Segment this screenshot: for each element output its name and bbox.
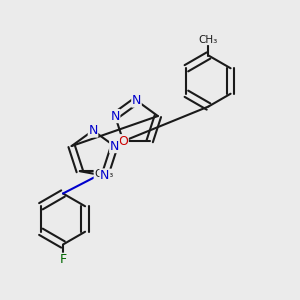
Text: N: N — [100, 169, 110, 182]
Text: CH₃: CH₃ — [199, 34, 218, 45]
Text: N: N — [88, 124, 98, 137]
Text: O: O — [118, 135, 128, 148]
Text: CH₃: CH₃ — [94, 169, 113, 179]
Text: N: N — [110, 110, 120, 122]
Text: F: F — [59, 253, 67, 266]
Text: N: N — [132, 94, 141, 107]
Text: N: N — [110, 140, 119, 152]
